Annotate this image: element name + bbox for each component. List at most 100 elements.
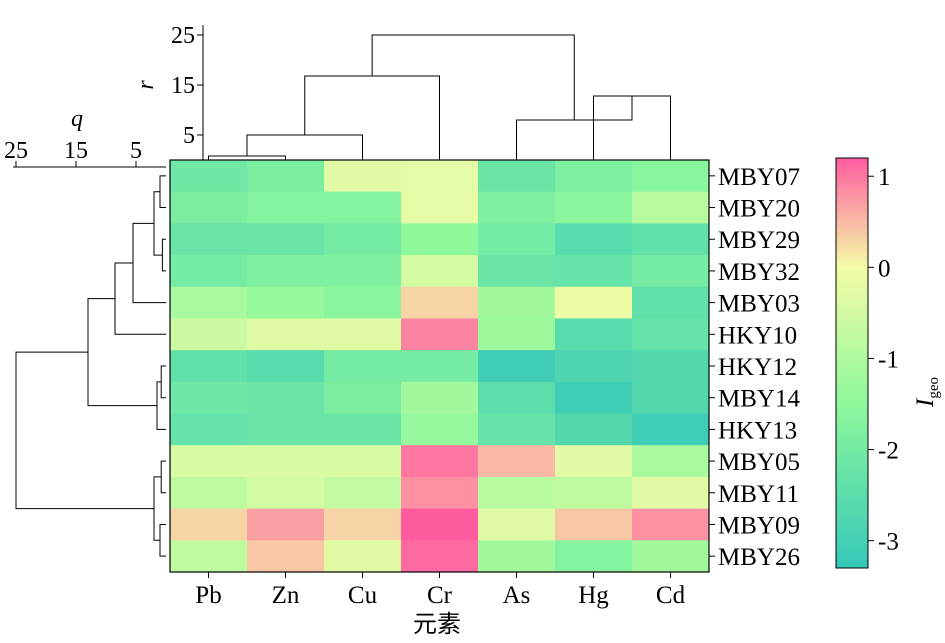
- row-label-HKY12: HKY12: [718, 354, 797, 381]
- heatmap-cell-MBY09-Cd: [632, 508, 710, 541]
- row-dendro-link-7: [87, 298, 157, 407]
- heatmap-cell-MBY03-As: [478, 286, 556, 319]
- heatmap-cell-MBY29-Cr: [401, 223, 479, 256]
- heatmap-cell-MBY11-Hg: [555, 476, 633, 510]
- heatmap-cell-MBY20-Cr: [401, 191, 479, 224]
- heatmap-cell-MBY11-As: [478, 476, 556, 510]
- heatmap-cell-MBY20-Cd: [632, 191, 710, 224]
- q-axis-tick-label: 15: [64, 138, 88, 164]
- heatmap-cell-MBY20-Cu: [324, 191, 402, 224]
- heatmap-cell-HKY13-As: [478, 413, 556, 446]
- r-axis-label: r: [133, 80, 159, 90]
- q-axis-label: q: [71, 106, 83, 132]
- row-label-HKY13: HKY13: [718, 417, 797, 444]
- r-axis-tick-label: 5: [183, 123, 195, 149]
- heatmap-cell-MBY07-Pb: [170, 160, 248, 193]
- heatmap-cell-MBY14-Cd: [632, 381, 710, 415]
- heatmap-cell-MBY09-Zn: [247, 508, 325, 541]
- row-label-MBY26: MBY26: [718, 544, 800, 571]
- heatmap-cell-HKY10-Cu: [324, 318, 402, 351]
- heatmap-cell-MBY09-Hg: [555, 508, 633, 541]
- q-axis-tick-label: 25: [4, 138, 28, 164]
- row-dendro-link-1: [161, 238, 166, 272]
- heatmap-cell-MBY20-Pb: [170, 191, 248, 224]
- heatmap-cell-MBY09-Cr: [401, 508, 479, 541]
- column-dendrogram: 25 15 5 r: [133, 23, 671, 160]
- heatmap-cell-HKY12-Hg: [555, 350, 633, 383]
- heatmap-cell-HKY13-Zn: [247, 413, 325, 446]
- heatmap-cell-MBY07-Cr: [401, 160, 479, 193]
- col-label-As: As: [503, 582, 531, 609]
- heatmap-cell-MBY26-Cd: [632, 540, 710, 573]
- row-dendro-link-2: [153, 191, 163, 256]
- heatmap-cell-MBY03-Cr: [401, 286, 479, 319]
- heatmap-cell-MBY29-Cd: [632, 223, 710, 256]
- heatmap-cell-MBY26-As: [478, 540, 556, 573]
- heatmap-cell-HKY10-Hg: [555, 318, 633, 351]
- row-dendro-link-4: [114, 262, 166, 335]
- heatmap-cell-MBY14-Pb: [170, 381, 248, 415]
- heatmap-cell-MBY26-Pb: [170, 540, 248, 573]
- heatmap-cell-MBY32-As: [478, 255, 556, 288]
- row-dendro-link-3: [132, 222, 166, 304]
- colorbar-tick-label: -3: [878, 529, 899, 556]
- heatmap-cell-MBY09-Pb: [170, 508, 248, 541]
- heatmap-cell-MBY14-Cu: [324, 381, 402, 415]
- heatmap-cell-HKY13-Cu: [324, 413, 402, 446]
- heatmap-cell-MBY14-Zn: [247, 381, 325, 415]
- heatmap-cell-MBY03-Pb: [170, 286, 248, 319]
- heatmap-cell-MBY07-As: [478, 160, 556, 193]
- col-label-Pb: Pb: [195, 582, 221, 609]
- heatmap-cell-MBY26-Hg: [555, 540, 633, 573]
- heatmap-cell-MBY32-Pb: [170, 255, 248, 288]
- heatmap-cell-HKY12-Cu: [324, 350, 402, 383]
- row-dendro-link-9: [159, 523, 166, 557]
- heatmap-cell-HKY10-Zn: [247, 318, 325, 351]
- heatmap-cell-HKY12-Cd: [632, 350, 710, 383]
- colorbar-label-subscript: geo: [926, 377, 942, 399]
- heatmap-cell-HKY12-Zn: [247, 350, 325, 383]
- row-label-HKY10: HKY10: [718, 322, 797, 349]
- heatmap-cell-MBY09-As: [478, 508, 556, 541]
- heatmap-cell-MBY05-Cd: [632, 445, 710, 478]
- heatmap-cell-MBY29-Hg: [555, 223, 633, 256]
- col-dendro-link-2: [304, 75, 440, 160]
- heatmap-cell-MBY32-Zn: [247, 255, 325, 288]
- heatmap-cell-MBY32-Cr: [401, 255, 479, 288]
- heatmap-cell-HKY10-As: [478, 318, 556, 351]
- heatmap-cell-MBY32-Hg: [555, 255, 633, 288]
- heatmap-cell-MBY05-As: [478, 445, 556, 478]
- col-dendro-link-5: [371, 34, 575, 120]
- heatmap-cell-MBY11-Cd: [632, 476, 710, 510]
- r-axis-tick-label: 15: [171, 73, 195, 99]
- heatmap-cell-MBY05-Zn: [247, 445, 325, 478]
- heatmap-cell-MBY11-Cu: [324, 476, 402, 510]
- row-label-MBY29: MBY29: [718, 227, 800, 254]
- colorbar-tick-label: 1: [878, 164, 891, 191]
- heatmap-cell-MBY26-Cr: [401, 540, 479, 573]
- heatmap-cell-MBY07-Hg: [555, 160, 633, 193]
- col-label-Cd: Cd: [656, 582, 686, 609]
- row-label-MBY32: MBY32: [718, 259, 800, 286]
- heatmap-cell-MBY20-As: [478, 191, 556, 224]
- heatmap-cell-MBY07-Cd: [632, 160, 710, 193]
- col-label-Cr: Cr: [427, 582, 453, 609]
- column-labels: Pb Zn Cu Cr As Hg Cd: [195, 572, 686, 609]
- heatmap-cell-HKY13-Cr: [401, 413, 479, 446]
- heatmap-cell-MBY03-Cu: [324, 286, 402, 319]
- row-dendrogram: 25 15 5 q: [4, 106, 166, 557]
- heatmap-cell-MBY05-Cu: [324, 445, 402, 478]
- colorbar-label: Igeo: [912, 377, 942, 408]
- heatmap-cell-HKY10-Cd: [632, 318, 710, 351]
- heatmap-cell-HKY13-Hg: [555, 413, 633, 446]
- heatmap-cell-HKY10-Cr: [401, 318, 479, 351]
- row-dendro-link-8: [160, 460, 166, 494]
- colorbar-tick-label: -2: [878, 438, 899, 465]
- heatmap-cell-MBY26-Cu: [324, 540, 402, 573]
- row-label-MBY07: MBY07: [718, 164, 800, 191]
- heatmap-cell-HKY12-Cr: [401, 350, 479, 383]
- colorbar-gradient: [835, 157, 869, 569]
- heatmap-cell-MBY29-Cu: [324, 223, 402, 256]
- colorbar-tick-label: 0: [878, 255, 891, 282]
- heatmap-cell-MBY05-Pb: [170, 445, 248, 478]
